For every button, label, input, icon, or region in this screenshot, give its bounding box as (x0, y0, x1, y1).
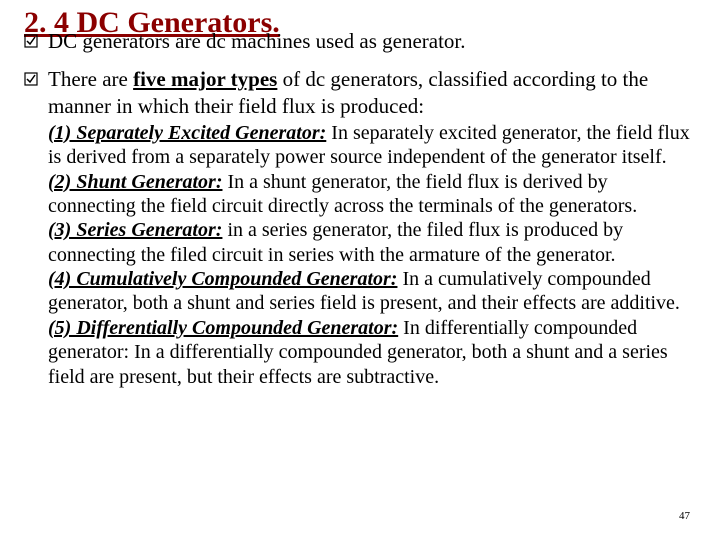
definition-item: (1) Separately Excited Generator: In sep… (48, 121, 696, 170)
definition-label: (3) Series Generator: (48, 219, 222, 241)
definition-item: (4) Cumulatively Compounded Generator: I… (48, 267, 696, 316)
bullet-text-2: There are five major types of dc generat… (48, 66, 696, 119)
definition-label: (2) Shunt Generator: (48, 171, 222, 193)
bullet-text-1: DC generators are dc machines used as ge… (48, 28, 466, 54)
definition-label: (1) Separately Excited Generator: (48, 122, 326, 144)
definition-item: (2) Shunt Generator: In a shunt generato… (48, 170, 696, 219)
definition-item: (3) Series Generator: in a series genera… (48, 218, 696, 267)
definition-label: (4) Cumulatively Compounded Generator: (48, 268, 397, 290)
slide-content: 2. 4 DC Generators. DC generators are dc… (0, 0, 720, 397)
definition-label: (5) Differentially Compounded Generator: (48, 317, 398, 339)
bullet-item-1: DC generators are dc machines used as ge… (24, 28, 696, 54)
bullet2-emphasis: five major types (133, 67, 277, 91)
checkbox-icon (24, 72, 38, 86)
bullet2-pre: There are (48, 67, 133, 91)
page-number: 47 (679, 510, 690, 522)
bullet-item-2: There are five major types of dc generat… (24, 66, 696, 119)
checkbox-icon (24, 34, 38, 48)
definition-item: (5) Differentially Compounded Generator:… (48, 316, 696, 389)
definitions-list: (1) Separately Excited Generator: In sep… (48, 121, 696, 389)
